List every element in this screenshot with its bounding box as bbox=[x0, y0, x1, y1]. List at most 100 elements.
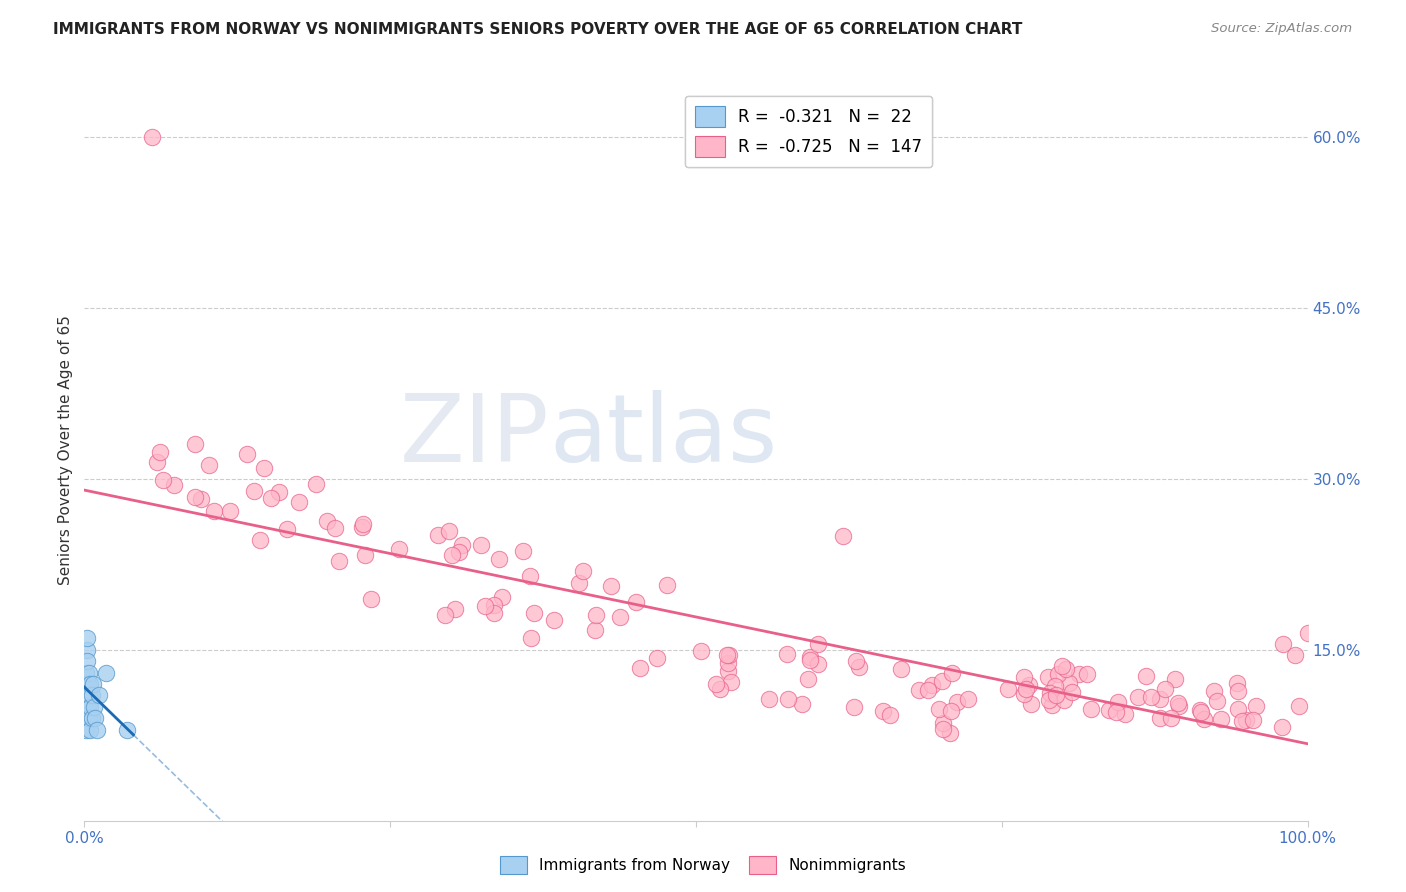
Point bbox=[353, 548, 375, 562]
Point bbox=[146, 455, 169, 469]
Point bbox=[470, 538, 492, 552]
Point bbox=[657, 578, 679, 592]
Point bbox=[1164, 672, 1187, 686]
Point bbox=[79, 699, 101, 714]
Point bbox=[1047, 667, 1070, 681]
Point bbox=[352, 517, 374, 532]
Point bbox=[512, 544, 534, 558]
Point bbox=[83, 699, 105, 714]
Point bbox=[75, 723, 97, 737]
Text: ZIP: ZIP bbox=[399, 390, 550, 482]
Point bbox=[447, 544, 470, 558]
Point bbox=[219, 504, 242, 518]
Point bbox=[433, 607, 456, 622]
Point bbox=[1126, 690, 1149, 704]
Legend: R =  -0.321   N =  22, R =  -0.725   N =  147: R = -0.321 N = 22, R = -0.725 N = 147 bbox=[685, 96, 932, 167]
Point bbox=[96, 665, 118, 680]
Point bbox=[807, 657, 830, 672]
Point bbox=[624, 595, 647, 609]
Point bbox=[276, 522, 298, 536]
Point bbox=[190, 492, 212, 507]
Point bbox=[690, 644, 713, 658]
Point bbox=[717, 648, 740, 663]
Point bbox=[152, 473, 174, 487]
Point bbox=[1160, 711, 1182, 725]
Point bbox=[1050, 659, 1073, 673]
Point bbox=[1038, 692, 1060, 706]
Point bbox=[491, 590, 513, 604]
Y-axis label: Seniors Poverty Over the Age of 65: Seniors Poverty Over the Age of 65 bbox=[58, 316, 73, 585]
Point bbox=[799, 650, 821, 665]
Point bbox=[249, 533, 271, 548]
Point bbox=[439, 524, 461, 538]
Point bbox=[941, 704, 963, 718]
Point bbox=[1036, 670, 1059, 684]
Point bbox=[1043, 679, 1066, 693]
Point bbox=[253, 461, 276, 475]
Point bbox=[630, 661, 652, 675]
Point bbox=[1080, 702, 1102, 716]
Point bbox=[1018, 678, 1040, 692]
Point bbox=[1154, 681, 1177, 696]
Point bbox=[197, 458, 219, 472]
Point bbox=[797, 672, 820, 686]
Point bbox=[162, 477, 184, 491]
Point bbox=[1206, 694, 1229, 708]
Point bbox=[831, 529, 853, 543]
Point bbox=[84, 711, 107, 725]
Point bbox=[441, 548, 464, 562]
Point bbox=[77, 677, 100, 691]
Point bbox=[872, 705, 894, 719]
Point bbox=[1012, 687, 1035, 701]
Point bbox=[600, 578, 623, 592]
Point bbox=[1296, 625, 1319, 640]
Point bbox=[1069, 667, 1091, 681]
Point bbox=[790, 697, 813, 711]
Point bbox=[236, 447, 259, 461]
Point bbox=[1012, 670, 1035, 684]
Point bbox=[845, 654, 868, 668]
Point bbox=[184, 491, 207, 505]
Point bbox=[86, 723, 108, 737]
Point bbox=[709, 681, 731, 696]
Point bbox=[758, 691, 780, 706]
Point bbox=[717, 664, 740, 678]
Point bbox=[444, 602, 467, 616]
Point bbox=[1054, 662, 1077, 676]
Point bbox=[76, 642, 98, 657]
Point bbox=[585, 607, 607, 622]
Point bbox=[1189, 706, 1212, 720]
Point bbox=[1105, 705, 1128, 719]
Point bbox=[87, 689, 110, 703]
Point bbox=[1272, 637, 1295, 651]
Point bbox=[77, 699, 100, 714]
Point bbox=[907, 683, 929, 698]
Point bbox=[932, 715, 955, 730]
Point bbox=[80, 689, 103, 703]
Point bbox=[645, 650, 668, 665]
Point bbox=[328, 554, 350, 568]
Point bbox=[426, 528, 449, 542]
Point bbox=[77, 711, 100, 725]
Point bbox=[1107, 695, 1129, 709]
Point bbox=[568, 575, 591, 590]
Point bbox=[520, 632, 543, 646]
Point bbox=[267, 485, 290, 500]
Point bbox=[474, 599, 496, 614]
Point bbox=[1053, 693, 1076, 707]
Point bbox=[1204, 684, 1226, 698]
Point bbox=[890, 662, 912, 676]
Point bbox=[585, 624, 607, 638]
Point bbox=[938, 726, 960, 740]
Point bbox=[75, 665, 97, 680]
Point bbox=[115, 723, 138, 737]
Point bbox=[202, 504, 225, 518]
Point bbox=[1149, 711, 1171, 725]
Point bbox=[1098, 703, 1121, 717]
Point bbox=[946, 695, 969, 709]
Point bbox=[1244, 698, 1267, 713]
Point bbox=[77, 689, 100, 703]
Point bbox=[1167, 698, 1189, 713]
Point bbox=[1167, 696, 1189, 710]
Point bbox=[720, 675, 742, 690]
